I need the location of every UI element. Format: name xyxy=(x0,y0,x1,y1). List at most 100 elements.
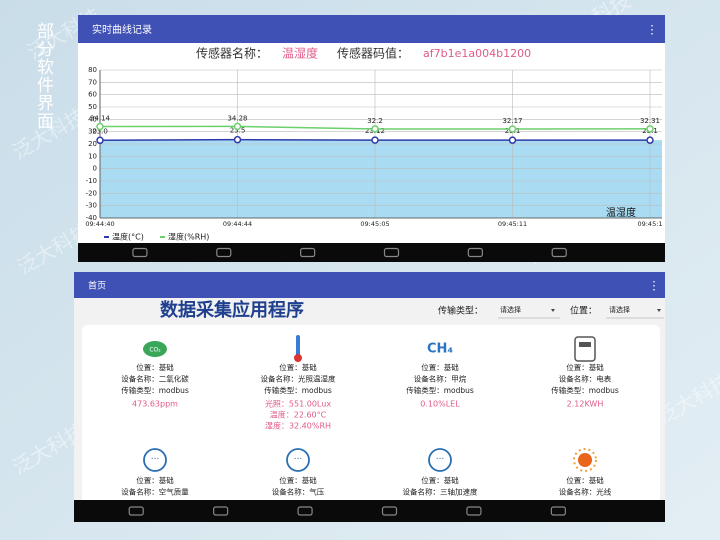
menu-button[interactable]: ⋮ xyxy=(646,23,658,37)
card-line: 设备名称：甲烷 xyxy=(414,374,467,384)
icon xyxy=(296,335,300,357)
sensor-code: af7b1e1a004b1200 xyxy=(423,47,531,60)
data-point xyxy=(96,122,104,131)
card-line: 传输类型：modbus xyxy=(264,385,332,395)
data-point xyxy=(96,136,104,145)
card-line: 位置：基础 xyxy=(566,362,604,372)
data-point xyxy=(371,136,379,144)
y-tick-label: 30 xyxy=(88,128,97,136)
y-tick-label: -10 xyxy=(86,177,97,185)
x-tick-label: 09:44:44 xyxy=(223,220,252,228)
card-reading: 湿度：32.40%RH xyxy=(265,421,331,431)
card-line: 位置：基础 xyxy=(421,475,459,485)
nav-bar xyxy=(74,500,665,522)
card-line: 传输类型：modbus xyxy=(551,385,619,395)
x-tick-label: 09:44:40 xyxy=(85,220,114,228)
icon xyxy=(578,453,592,467)
data-label: 34.14 xyxy=(90,115,111,123)
card-reading: 473.63ppm xyxy=(132,400,178,409)
data-label: 23.0 xyxy=(92,127,108,135)
icon xyxy=(574,336,596,362)
y-tick-label: 60 xyxy=(88,91,97,99)
filter-label: 位置： xyxy=(570,305,597,317)
data-label: 32.2 xyxy=(367,117,383,125)
filter-dropdown[interactable]: 请选择 xyxy=(500,305,521,314)
icon: ··· xyxy=(151,455,160,465)
card-line: 位置：基础 xyxy=(136,362,174,372)
card-line: 传输类型：modbus xyxy=(406,385,474,395)
y-tick-label: -30 xyxy=(86,202,97,210)
app-bar-title: 实时曲线记录 xyxy=(92,23,152,36)
corner-label: 温湿度 xyxy=(606,206,636,219)
card-line: 位置：基础 xyxy=(279,475,317,485)
card-reading: 光照：551.00Lux xyxy=(265,399,331,409)
nav-icon xyxy=(466,506,482,516)
card-reading: 温度：22.60°C xyxy=(270,410,327,420)
filter-label: 传输类型： xyxy=(438,305,483,317)
card-line: 位置：基础 xyxy=(279,362,317,372)
card-line: 设备名称：电表 xyxy=(559,374,612,384)
label: 传感器码值： xyxy=(337,46,409,61)
card-line: 位置：基础 xyxy=(421,362,459,372)
card-reading: 0.10%LEL xyxy=(420,400,460,409)
card-line: 设备名称：二氧化碳 xyxy=(121,374,189,384)
data-label: 32.31 xyxy=(640,117,660,125)
nav-icon xyxy=(132,247,148,258)
dropdown-arrow xyxy=(657,309,661,312)
icon: ··· xyxy=(436,455,445,465)
nav-icon xyxy=(550,506,566,516)
icon xyxy=(294,354,302,362)
data-point xyxy=(233,135,242,144)
card-line: 位置：基础 xyxy=(566,475,604,485)
nav-icon xyxy=(300,247,316,258)
app-bar-title: 首页 xyxy=(88,280,106,292)
card-line: 设备名称：光线 xyxy=(559,487,612,497)
area-fill xyxy=(100,139,662,218)
app-bar xyxy=(78,15,665,43)
card-reading: 2.12KWH xyxy=(567,400,604,409)
y-tick-label: 0 xyxy=(93,165,97,173)
icon-text: CH₄ xyxy=(427,342,453,357)
data-point xyxy=(508,125,517,133)
icon-text: CO₂ xyxy=(149,347,161,354)
data-label: 32.17 xyxy=(502,117,522,125)
nav-icon xyxy=(216,247,232,258)
card-line: 传输类型：modbus xyxy=(121,385,189,395)
card-panel xyxy=(82,325,660,505)
x-tick-label: 09:45:1 xyxy=(637,220,662,228)
app-bar xyxy=(74,272,665,298)
y-tick-label: 80 xyxy=(88,66,97,74)
side-title: 部分软件界面 xyxy=(33,22,54,130)
data-point xyxy=(646,125,654,133)
legend-label: 湿度(%RH) xyxy=(168,232,209,242)
y-tick-label: -40 xyxy=(86,214,97,222)
label: 传感器名称： xyxy=(196,46,268,61)
legend-label: 温度(°C) xyxy=(112,232,144,242)
card-line: 设备名称：空气质量 xyxy=(121,487,189,497)
filter-dropdown[interactable]: 请选择 xyxy=(609,305,630,314)
icon: ··· xyxy=(294,455,303,465)
icon xyxy=(579,342,591,347)
nav-icon xyxy=(128,506,144,516)
data-point xyxy=(508,136,517,144)
dropdown-arrow xyxy=(551,309,555,312)
icon xyxy=(573,448,597,472)
y-tick-label: 50 xyxy=(88,103,97,111)
y-tick-label: 20 xyxy=(88,140,97,148)
nav-icon xyxy=(381,506,398,516)
data-point xyxy=(646,136,654,144)
card-line: 设备名称：三轴加速度 xyxy=(403,487,478,497)
top-screen xyxy=(78,15,665,262)
y-tick-label: 10 xyxy=(88,152,97,160)
nav-icon xyxy=(551,247,567,258)
data-label: 34.28 xyxy=(227,114,247,122)
y-tick-label: -20 xyxy=(86,189,97,197)
icon xyxy=(143,448,167,472)
nav-icon xyxy=(297,506,313,516)
menu-button[interactable]: ⋮ xyxy=(648,279,660,293)
icon xyxy=(286,448,310,472)
nav-icon xyxy=(213,506,229,516)
icon xyxy=(428,448,452,472)
card-line: 设备名称：气压 xyxy=(272,487,325,497)
